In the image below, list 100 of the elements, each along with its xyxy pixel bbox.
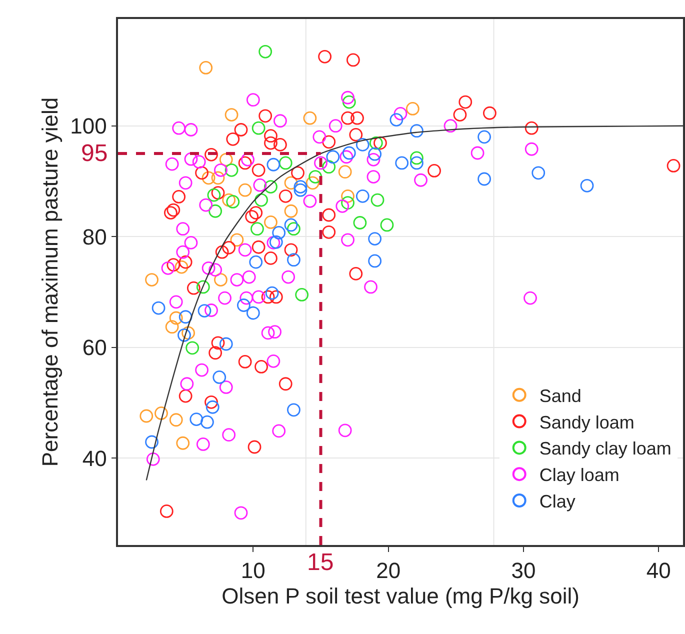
point — [166, 203, 180, 217]
point — [274, 138, 287, 152]
point — [198, 304, 212, 318]
point — [174, 260, 188, 274]
point — [234, 506, 248, 520]
point — [186, 341, 200, 355]
point — [252, 163, 266, 177]
point — [341, 111, 354, 125]
x-axis-title: Olsen P soil test value (mg P/kg soil) — [222, 584, 580, 609]
point — [308, 170, 322, 184]
point — [250, 222, 264, 236]
point — [182, 326, 195, 340]
point — [195, 363, 208, 377]
point — [219, 380, 233, 394]
point — [410, 124, 424, 138]
point — [278, 189, 292, 203]
point — [269, 290, 283, 304]
point — [178, 310, 192, 324]
point — [218, 291, 232, 305]
point — [524, 291, 537, 305]
point — [152, 301, 166, 315]
legend-label: Sandy loam — [539, 412, 634, 432]
point — [238, 156, 252, 170]
point — [208, 263, 222, 277]
point — [176, 436, 190, 450]
point — [222, 193, 236, 207]
x-tick-label: 10 — [240, 558, 266, 584]
point — [580, 178, 594, 192]
point — [341, 90, 354, 104]
point — [370, 193, 384, 207]
point — [249, 255, 263, 269]
point — [265, 286, 279, 300]
point — [238, 243, 252, 257]
point — [254, 193, 268, 207]
point — [180, 377, 194, 391]
point — [178, 328, 191, 342]
point — [294, 180, 308, 194]
point — [342, 146, 356, 160]
point — [356, 189, 370, 203]
point — [478, 172, 491, 186]
point — [264, 129, 278, 143]
point — [322, 135, 336, 149]
x-tick-label: 20 — [376, 558, 401, 584]
point — [140, 409, 154, 423]
point — [154, 406, 168, 420]
point — [172, 121, 186, 135]
point — [338, 165, 352, 179]
legend-label: Clay — [539, 492, 576, 512]
ref-line-label: 95 — [81, 140, 108, 167]
point — [190, 412, 204, 426]
point — [215, 245, 229, 259]
point — [483, 106, 496, 120]
point — [322, 160, 336, 174]
ref-line-label: 15 — [307, 549, 334, 576]
point — [303, 111, 317, 125]
point — [278, 377, 292, 391]
point — [380, 218, 394, 232]
point — [366, 170, 380, 184]
point — [269, 235, 283, 249]
point — [212, 370, 226, 384]
point — [240, 291, 254, 305]
point — [338, 424, 352, 438]
point — [184, 123, 198, 136]
point — [226, 195, 240, 208]
point — [169, 295, 183, 309]
point — [410, 156, 424, 170]
point — [470, 146, 484, 160]
y-tick-label: 100 — [70, 114, 107, 139]
point — [249, 206, 263, 220]
point — [349, 266, 363, 280]
point — [200, 415, 214, 429]
point — [458, 95, 472, 109]
point — [428, 164, 441, 178]
point — [195, 166, 208, 180]
point — [261, 326, 275, 340]
point — [524, 121, 538, 135]
point — [406, 102, 420, 116]
point — [264, 180, 278, 194]
point — [278, 156, 292, 170]
point — [284, 204, 298, 218]
point — [224, 163, 238, 177]
point — [287, 222, 300, 236]
point — [266, 158, 280, 172]
point — [266, 236, 280, 250]
point — [395, 156, 409, 170]
point — [178, 176, 192, 190]
point — [368, 254, 382, 268]
point — [369, 136, 383, 150]
legend-label: Clay loam — [539, 465, 620, 486]
point — [272, 226, 286, 240]
point — [219, 152, 233, 166]
point — [237, 298, 250, 312]
point — [204, 395, 218, 409]
point — [219, 337, 233, 351]
point — [284, 218, 298, 232]
point — [248, 440, 262, 454]
point — [214, 273, 228, 286]
point — [245, 210, 259, 224]
point — [214, 163, 228, 177]
point — [341, 233, 354, 247]
